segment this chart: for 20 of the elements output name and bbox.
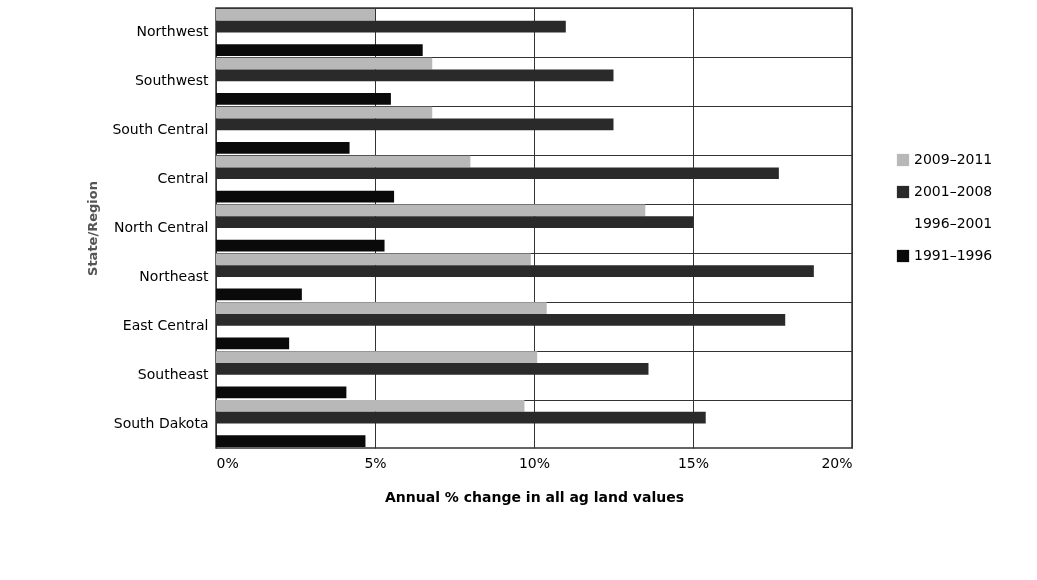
y-axis-title: State/Region [85, 181, 101, 276]
legend-label: 2009–2011 [914, 151, 993, 167]
legend-label: 2001–2008 [914, 183, 993, 199]
y-tick-label: South Dakota [113, 414, 209, 431]
y-tick-label: Southeast [137, 365, 209, 382]
text: 1996–2001 [914, 215, 993, 231]
x-tick-label: 0% [216, 454, 239, 471]
y-tick-label: Central [157, 170, 209, 187]
y-tick-label: North Central [113, 219, 209, 235]
x-tick-label: 10% [518, 454, 551, 471]
y-tick-label: Northeast [139, 267, 209, 284]
y-tick-label: Northwest [136, 23, 209, 40]
y-tick-label: East Central [122, 316, 209, 333]
y-tick-label: Southwest [134, 72, 209, 89]
legend-label: 1991–1996 [914, 247, 993, 263]
x-tick-label: 15% [677, 454, 710, 471]
y-tick-label: South Central [112, 121, 209, 138]
x-tick-label: 20% [821, 454, 853, 471]
x-axis-title: Annual % change in all ag land values [384, 488, 685, 505]
x-tick-label: 5% [364, 454, 387, 471]
